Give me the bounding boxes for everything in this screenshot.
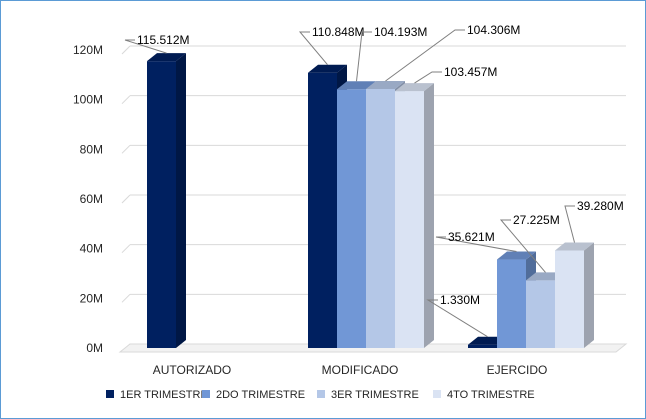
legend-label: 4TO TRIMESTRE (447, 389, 535, 401)
bar (468, 345, 497, 348)
bar (337, 89, 366, 348)
data-label: 110.848M (312, 25, 364, 39)
legend-label: 1ER TRIMESTRE (120, 389, 208, 401)
x-axis: AUTORIZADO MODIFICADO EJERCIDO (153, 363, 548, 377)
bar (497, 260, 526, 348)
legend-label: 2DO TRIMESTRE (216, 389, 305, 401)
y-tick-label: 80M (80, 142, 103, 156)
leader-line (565, 206, 575, 242)
data-label: 27.225M (513, 213, 560, 227)
data-label: 1.330M (440, 293, 480, 307)
bar (366, 89, 395, 348)
x-tick-label: AUTORIZADO (153, 363, 231, 377)
data-label: 103.457M (444, 65, 497, 79)
leader-line (415, 72, 443, 83)
legend-swatch (202, 390, 210, 398)
legend-swatch (317, 390, 325, 398)
bar (555, 250, 584, 348)
data-label: 104.306M (467, 23, 520, 37)
bar (395, 91, 424, 348)
legend-swatch (106, 390, 114, 398)
bar-side (176, 53, 186, 348)
bar (147, 61, 176, 348)
y-tick-label: 40M (80, 242, 103, 256)
y-tick-label: 60M (80, 192, 103, 206)
gridline-diagonal (122, 46, 130, 54)
bar-side (584, 242, 594, 348)
gridline-diagonal (122, 294, 130, 302)
data-label: 39.280M (577, 199, 624, 213)
gridline-diagonal (122, 245, 130, 253)
gridline-diagonal (122, 145, 130, 153)
bar-side (424, 83, 434, 348)
y-tick-label: 20M (80, 291, 103, 305)
x-tick-label: EJERCIDO (487, 363, 548, 377)
data-label: 115.512M (137, 33, 189, 47)
data-label: 35.621M (448, 230, 495, 244)
y-tick-label: 0M (86, 341, 103, 355)
gridline-diagonal (122, 96, 130, 104)
leader-line (357, 32, 373, 81)
y-tick-label: 100M (73, 93, 103, 107)
legend-swatch (433, 390, 441, 398)
data-label: 104.193M (374, 25, 427, 39)
gridline-diagonal (122, 195, 130, 203)
bars (147, 53, 594, 348)
legend-label: 3ER TRIMESTRE (331, 389, 419, 401)
x-tick-label: MODIFICADO (322, 363, 399, 377)
legend: 1ER TRIMESTRE 2DO TRIMESTRE 3ER TRIMESTRE 4… (106, 389, 535, 401)
bar (308, 73, 337, 348)
bar (526, 280, 555, 348)
y-tick-label: 120M (73, 43, 103, 57)
y-axis: 0M 20M 40M 60M 80M 100M 120M (73, 43, 103, 355)
